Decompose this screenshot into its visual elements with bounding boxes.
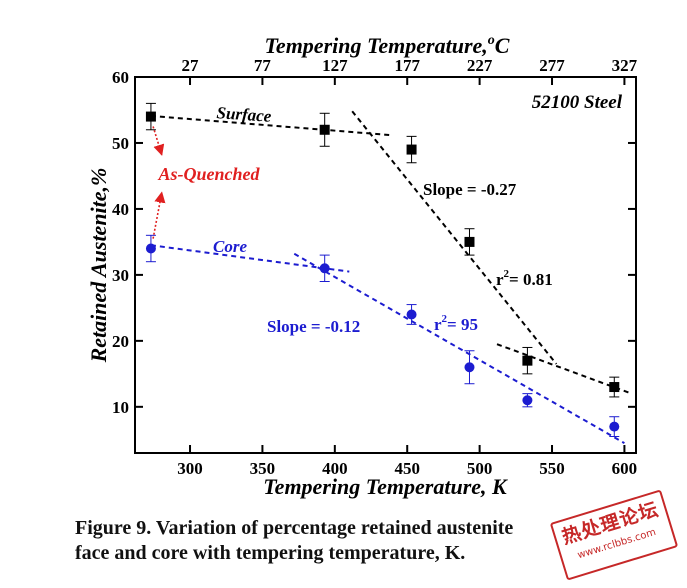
- data-series: [145, 102, 620, 438]
- x2-axis-title-degree: o: [488, 33, 495, 48]
- x-tick-label: 600: [612, 459, 638, 478]
- fit-line: [496, 343, 633, 395]
- core-point: [464, 362, 475, 373]
- core-point: [145, 243, 156, 254]
- y-tick-label: 20: [112, 332, 129, 351]
- x-axis-title: Tempering Temperature, K: [263, 474, 508, 499]
- figure-caption: Figure 9. Variation of percentage retain…: [75, 516, 675, 566]
- x-tick-label: 400: [322, 459, 348, 478]
- x2-axis-title-text: Tempering Temperature,: [265, 33, 488, 58]
- x2-tick-label: 327: [612, 56, 638, 75]
- x2-axis-title-unit: C: [495, 33, 510, 58]
- core-r2-label: r2= 95: [434, 313, 478, 334]
- core-r2-value: = 95: [447, 315, 478, 334]
- fit-lines: [150, 110, 633, 444]
- y-tick-label: 40: [112, 200, 129, 219]
- core-slope-label: Slope = -0.12: [267, 317, 360, 336]
- core-r2-prefix: r: [434, 315, 442, 334]
- fit-line: [150, 244, 350, 273]
- as-quenched-label: As-Quenched: [157, 164, 260, 184]
- x2-axis-title: Tempering Temperature,oC: [265, 33, 510, 58]
- surface-label: Surface: [216, 103, 272, 126]
- fit-line: [150, 114, 390, 137]
- core-label: Core: [213, 237, 247, 256]
- as-quenched-arrows: [152, 126, 166, 239]
- surface-point: [464, 236, 475, 247]
- x-tick-label: 350: [250, 459, 276, 478]
- surface-point: [145, 111, 156, 122]
- y-tick-label: 50: [112, 134, 129, 153]
- x2-tick-label: 277: [539, 56, 565, 75]
- x2-tick-label: 127: [322, 56, 348, 75]
- y-tick-label: 30: [112, 266, 129, 285]
- x2-tick-label: 227: [467, 56, 493, 75]
- axis-ticks: 300 350 400 450 500 550 600 27 77 127 177 227 277 327…: [112, 56, 638, 478]
- surface-r2-value: = 0.81: [509, 270, 553, 289]
- surface-r2-prefix: r: [496, 270, 504, 289]
- x2-tick-label: 77: [254, 56, 272, 75]
- surface-slope-label: Slope = -0.27: [423, 180, 517, 199]
- chart: 300 350 400 450 500 550 600 27 77 127 177 227 277 327…: [86, 33, 638, 499]
- surface-point: [522, 355, 533, 366]
- y-axis-title: Retained Austenite,%: [86, 168, 111, 364]
- fit-line: [293, 252, 625, 444]
- x-tick-label: 500: [467, 459, 493, 478]
- core-point: [609, 421, 620, 432]
- surface-point: [609, 382, 620, 393]
- caption-line-2: face and core with tempering temperature…: [75, 542, 466, 564]
- y-tick-label: 10: [112, 398, 129, 417]
- x-tick-label: 450: [394, 459, 420, 478]
- surface-point: [319, 124, 330, 135]
- core-r2-exponent: 2: [442, 313, 448, 325]
- x2-tick-label: 27: [182, 56, 200, 75]
- core-point: [406, 309, 417, 320]
- surface-r2-label: r2= 0.81: [496, 268, 553, 289]
- fit-line: [351, 110, 558, 365]
- x2-tick-label: 177: [394, 56, 420, 75]
- surface-r2-exponent: 2: [504, 268, 510, 280]
- core-point: [522, 395, 533, 406]
- surface-point: [406, 144, 417, 155]
- core-point: [319, 263, 330, 274]
- y-tick-label: 60: [112, 68, 129, 87]
- caption-line-1: Figure 9. Variation of percentage retain…: [75, 517, 514, 539]
- steel-label: 52100 Steel: [532, 92, 623, 113]
- as-quenched-arrow: [152, 126, 165, 156]
- as-quenched-arrow: [152, 191, 166, 239]
- plot-frame: [134, 76, 637, 454]
- x-tick-label: 300: [177, 459, 203, 478]
- x-tick-label: 550: [539, 459, 565, 478]
